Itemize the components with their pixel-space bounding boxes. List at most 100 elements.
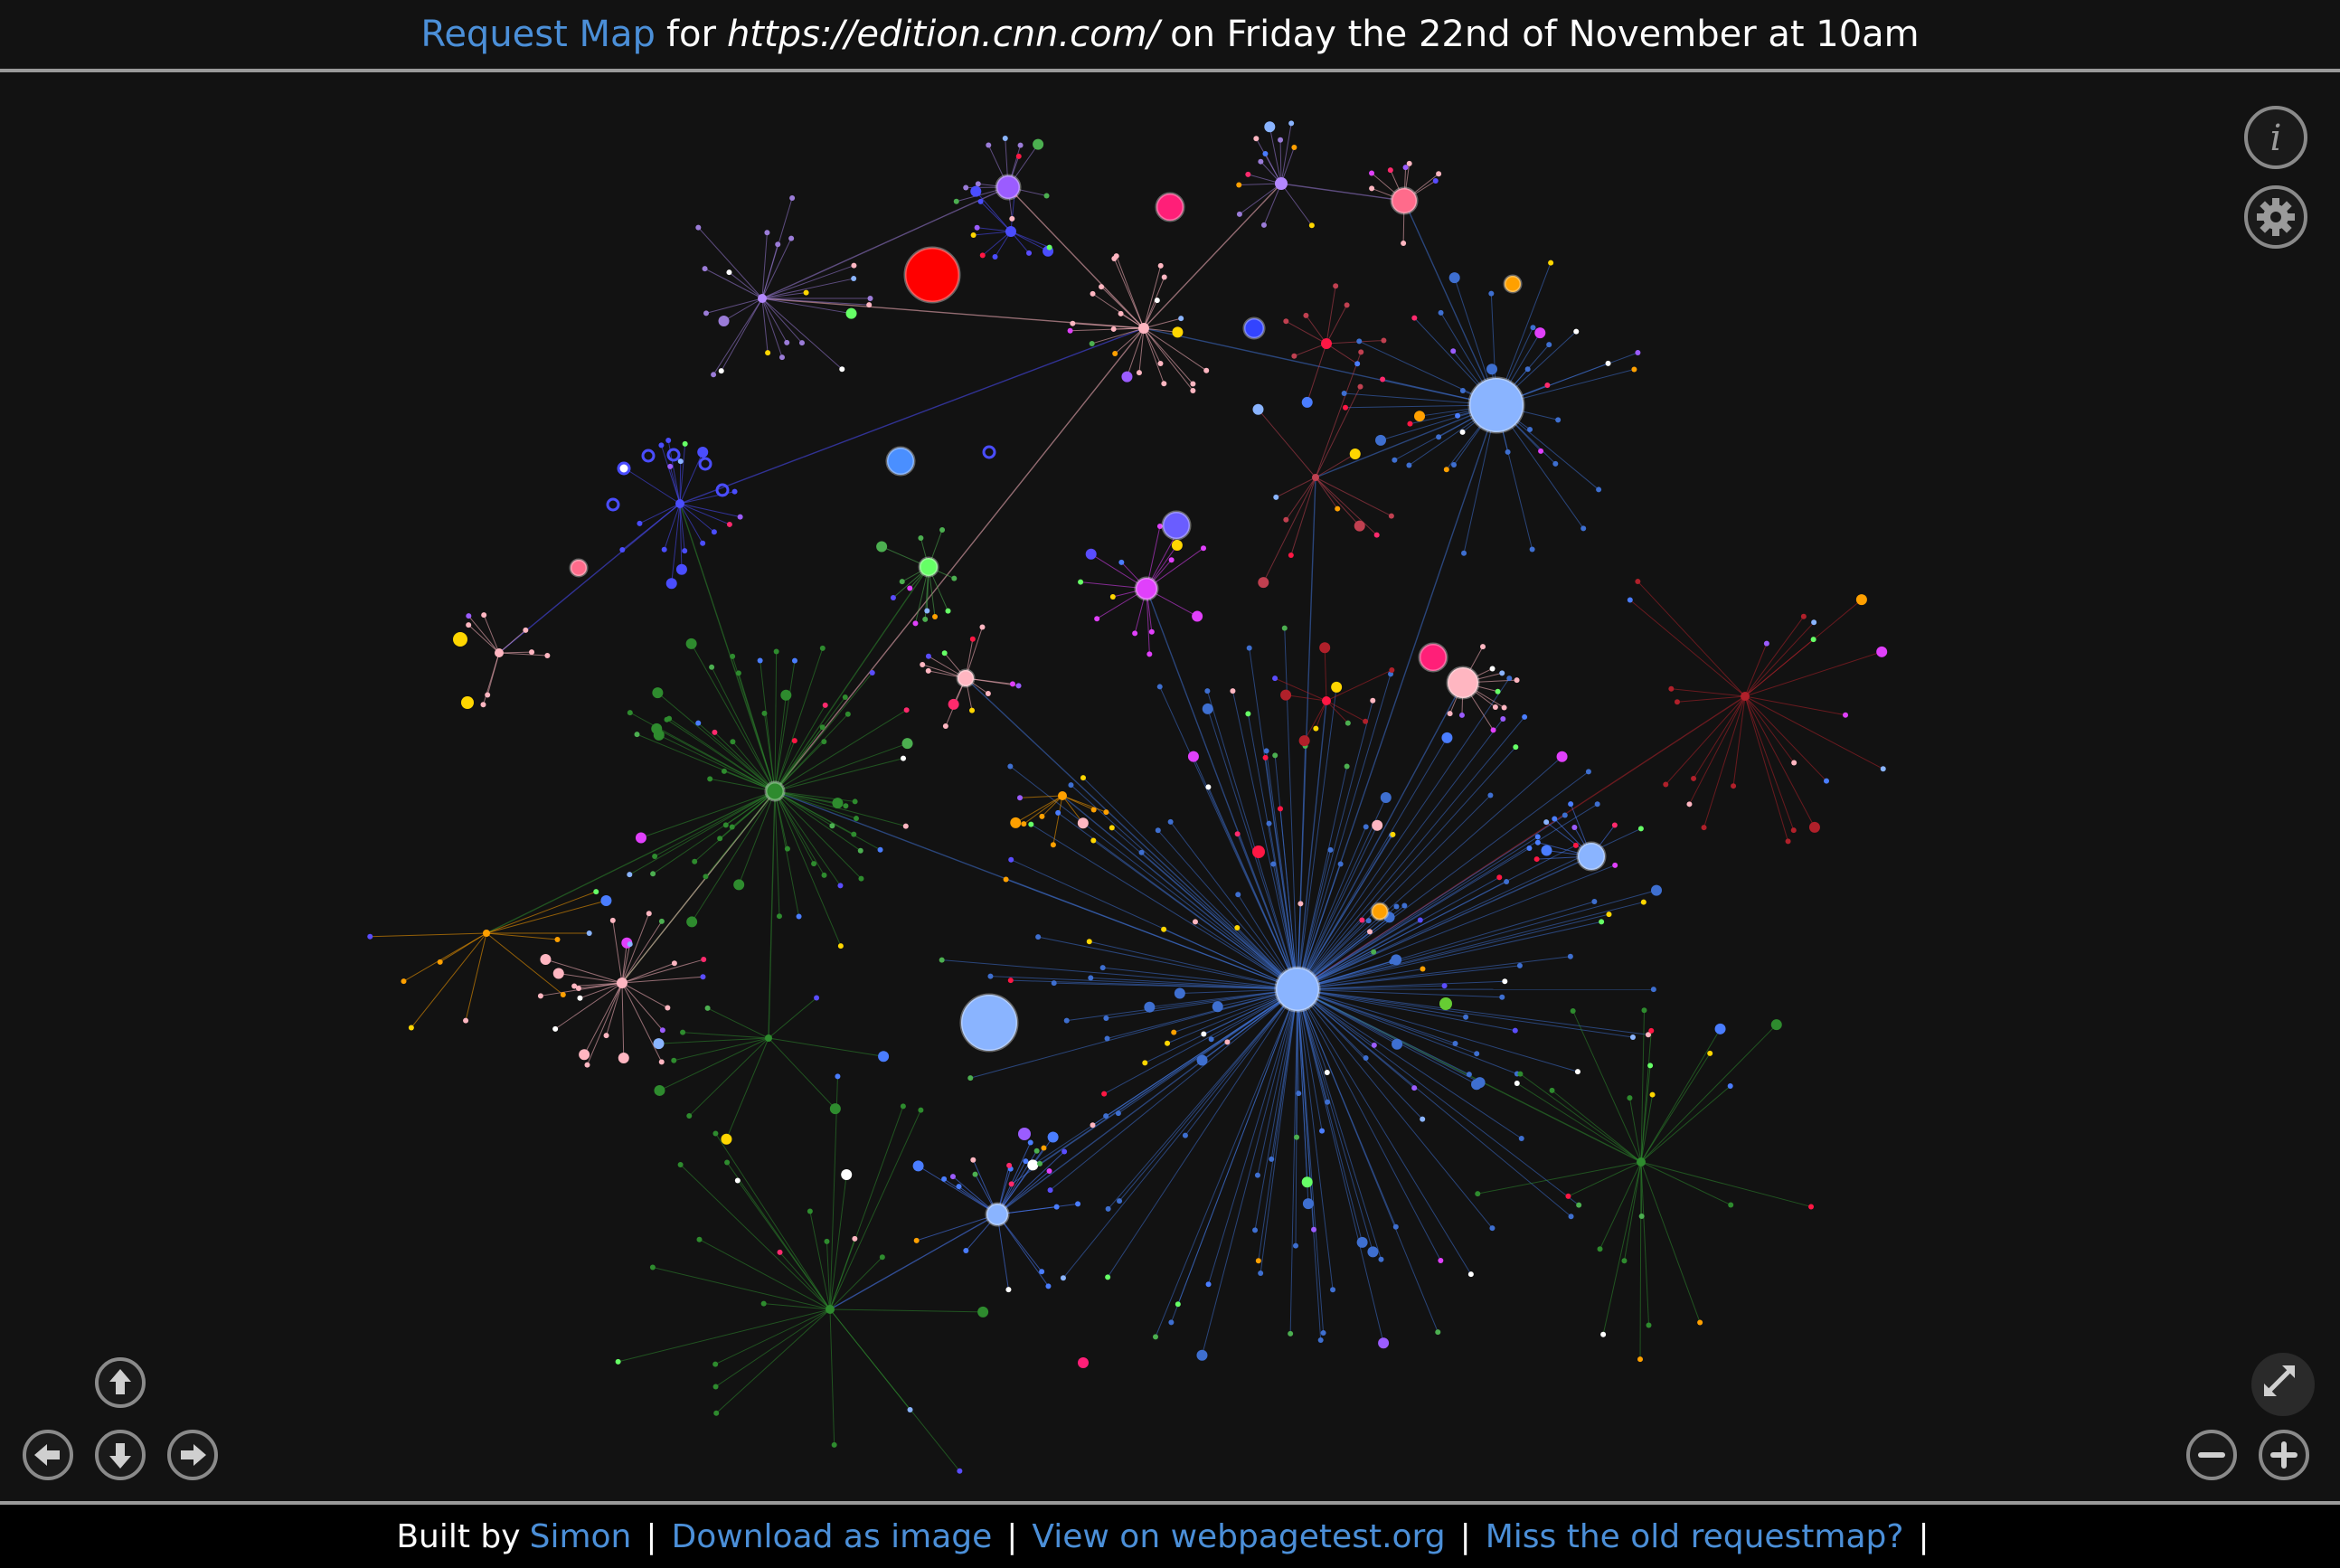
graph-node (1731, 783, 1736, 789)
graph-node (1392, 458, 1397, 463)
webpagetest-link[interactable]: View on webpagetest.org (1032, 1518, 1445, 1555)
graph-node (1401, 903, 1407, 909)
graph-edge (622, 504, 680, 550)
graph-node (858, 848, 863, 854)
graph-edge (468, 616, 499, 653)
header-url: https://edition.cnn.com/ (727, 14, 1159, 55)
graph-node (1258, 577, 1269, 588)
graph-node (1297, 901, 1303, 906)
graph-edge (681, 1165, 830, 1309)
graph-node (1201, 545, 1206, 551)
graph-node (1023, 1158, 1028, 1164)
graph-node (1544, 383, 1550, 388)
graph-node (1090, 291, 1096, 297)
zoom-in-button[interactable] (2259, 1430, 2309, 1480)
graph-node (1535, 834, 1541, 839)
graph-edge (1630, 600, 1745, 696)
pan-up-button[interactable] (95, 1357, 146, 1408)
graph-node (1016, 683, 1022, 688)
graph-node (961, 995, 1017, 1051)
graph-edge (1552, 1091, 1641, 1162)
graph-edge (708, 1008, 769, 1038)
graph-node (703, 266, 708, 271)
graph-node (1105, 1274, 1110, 1280)
arrow-down-icon (99, 1433, 142, 1477)
graph-node (1103, 809, 1109, 815)
graph-node (627, 941, 633, 947)
graph-node (1791, 760, 1797, 765)
info-button[interactable]: i (2244, 106, 2307, 169)
graph-edge (674, 1038, 769, 1061)
graph-edge (1326, 341, 1383, 344)
graph-node (1420, 1117, 1425, 1122)
graph-node (695, 721, 701, 726)
graph-node (719, 368, 724, 373)
request-map-graph[interactable] (0, 72, 2340, 1501)
graph-node (1519, 1136, 1524, 1141)
graph-node (1527, 427, 1533, 432)
graph-node (1088, 975, 1093, 980)
graph-edge (1745, 617, 1804, 696)
graph-node (838, 943, 844, 949)
graph-node (593, 889, 599, 894)
graph-node (1449, 272, 1460, 283)
graph-edge (1093, 840, 1297, 989)
graph-node (1651, 987, 1656, 992)
pan-down-button[interactable] (95, 1430, 146, 1480)
graph-node (1569, 1214, 1574, 1219)
graph-edge (775, 648, 823, 791)
graph-node (604, 1033, 609, 1038)
request-map-link[interactable]: Request Map (420, 14, 656, 55)
graph-node (466, 622, 471, 628)
pan-left-button[interactable] (23, 1430, 73, 1480)
graph-edge (1689, 696, 1745, 804)
graph-edge (775, 791, 906, 827)
graph-edge (659, 1038, 769, 1091)
graph-node (1005, 226, 1016, 237)
download-image-link[interactable]: Download as image (672, 1518, 993, 1555)
graph-node (1330, 1287, 1335, 1292)
graph-edge (830, 1257, 882, 1309)
graph-node (736, 670, 741, 675)
graph-node (1418, 917, 1423, 922)
graph-node (1598, 1246, 1603, 1252)
graph-node (963, 184, 968, 190)
graph-edge (1092, 328, 1144, 344)
graph-node (943, 723, 948, 729)
zoom-out-button[interactable] (2186, 1430, 2237, 1480)
graph-node (678, 1162, 684, 1167)
graph-node (1460, 430, 1466, 435)
graph-node (765, 350, 770, 355)
pan-right-button[interactable] (167, 1430, 218, 1480)
graph-edge (1641, 1053, 1710, 1162)
graph-edge (1093, 989, 1297, 1125)
graph-node (1630, 1034, 1636, 1040)
graph-node (1513, 1028, 1518, 1034)
graph-node (651, 723, 662, 734)
graph-edge (830, 1106, 903, 1309)
graph-node (466, 613, 471, 619)
graph-node (1302, 1176, 1313, 1187)
graph-node (1321, 1330, 1326, 1336)
graph-node (1052, 980, 1057, 986)
graph-node (727, 522, 732, 527)
graph-edge (715, 1134, 830, 1309)
graph-node (1786, 838, 1791, 844)
graph-node (814, 996, 819, 1001)
old-requestmap-link[interactable]: Miss the old requestmap? (1486, 1518, 1904, 1555)
graph-node (1389, 667, 1394, 673)
graph-node (1112, 351, 1118, 356)
fullscreen-button[interactable] (2251, 1353, 2315, 1416)
settings-button[interactable] (2244, 185, 2307, 249)
graph-node (951, 576, 957, 581)
graph-node (1461, 551, 1467, 556)
graph-edge (637, 734, 775, 791)
author-link[interactable]: Simon (530, 1518, 632, 1555)
graph-node (811, 861, 816, 866)
graph-node (986, 142, 991, 147)
graph-edge (1677, 696, 1745, 702)
graph-edge (1260, 989, 1297, 1273)
header-date: on Friday the 22nd of November at 10am (1170, 14, 1920, 55)
graph-node (1675, 699, 1680, 704)
graph-node (1628, 598, 1633, 603)
